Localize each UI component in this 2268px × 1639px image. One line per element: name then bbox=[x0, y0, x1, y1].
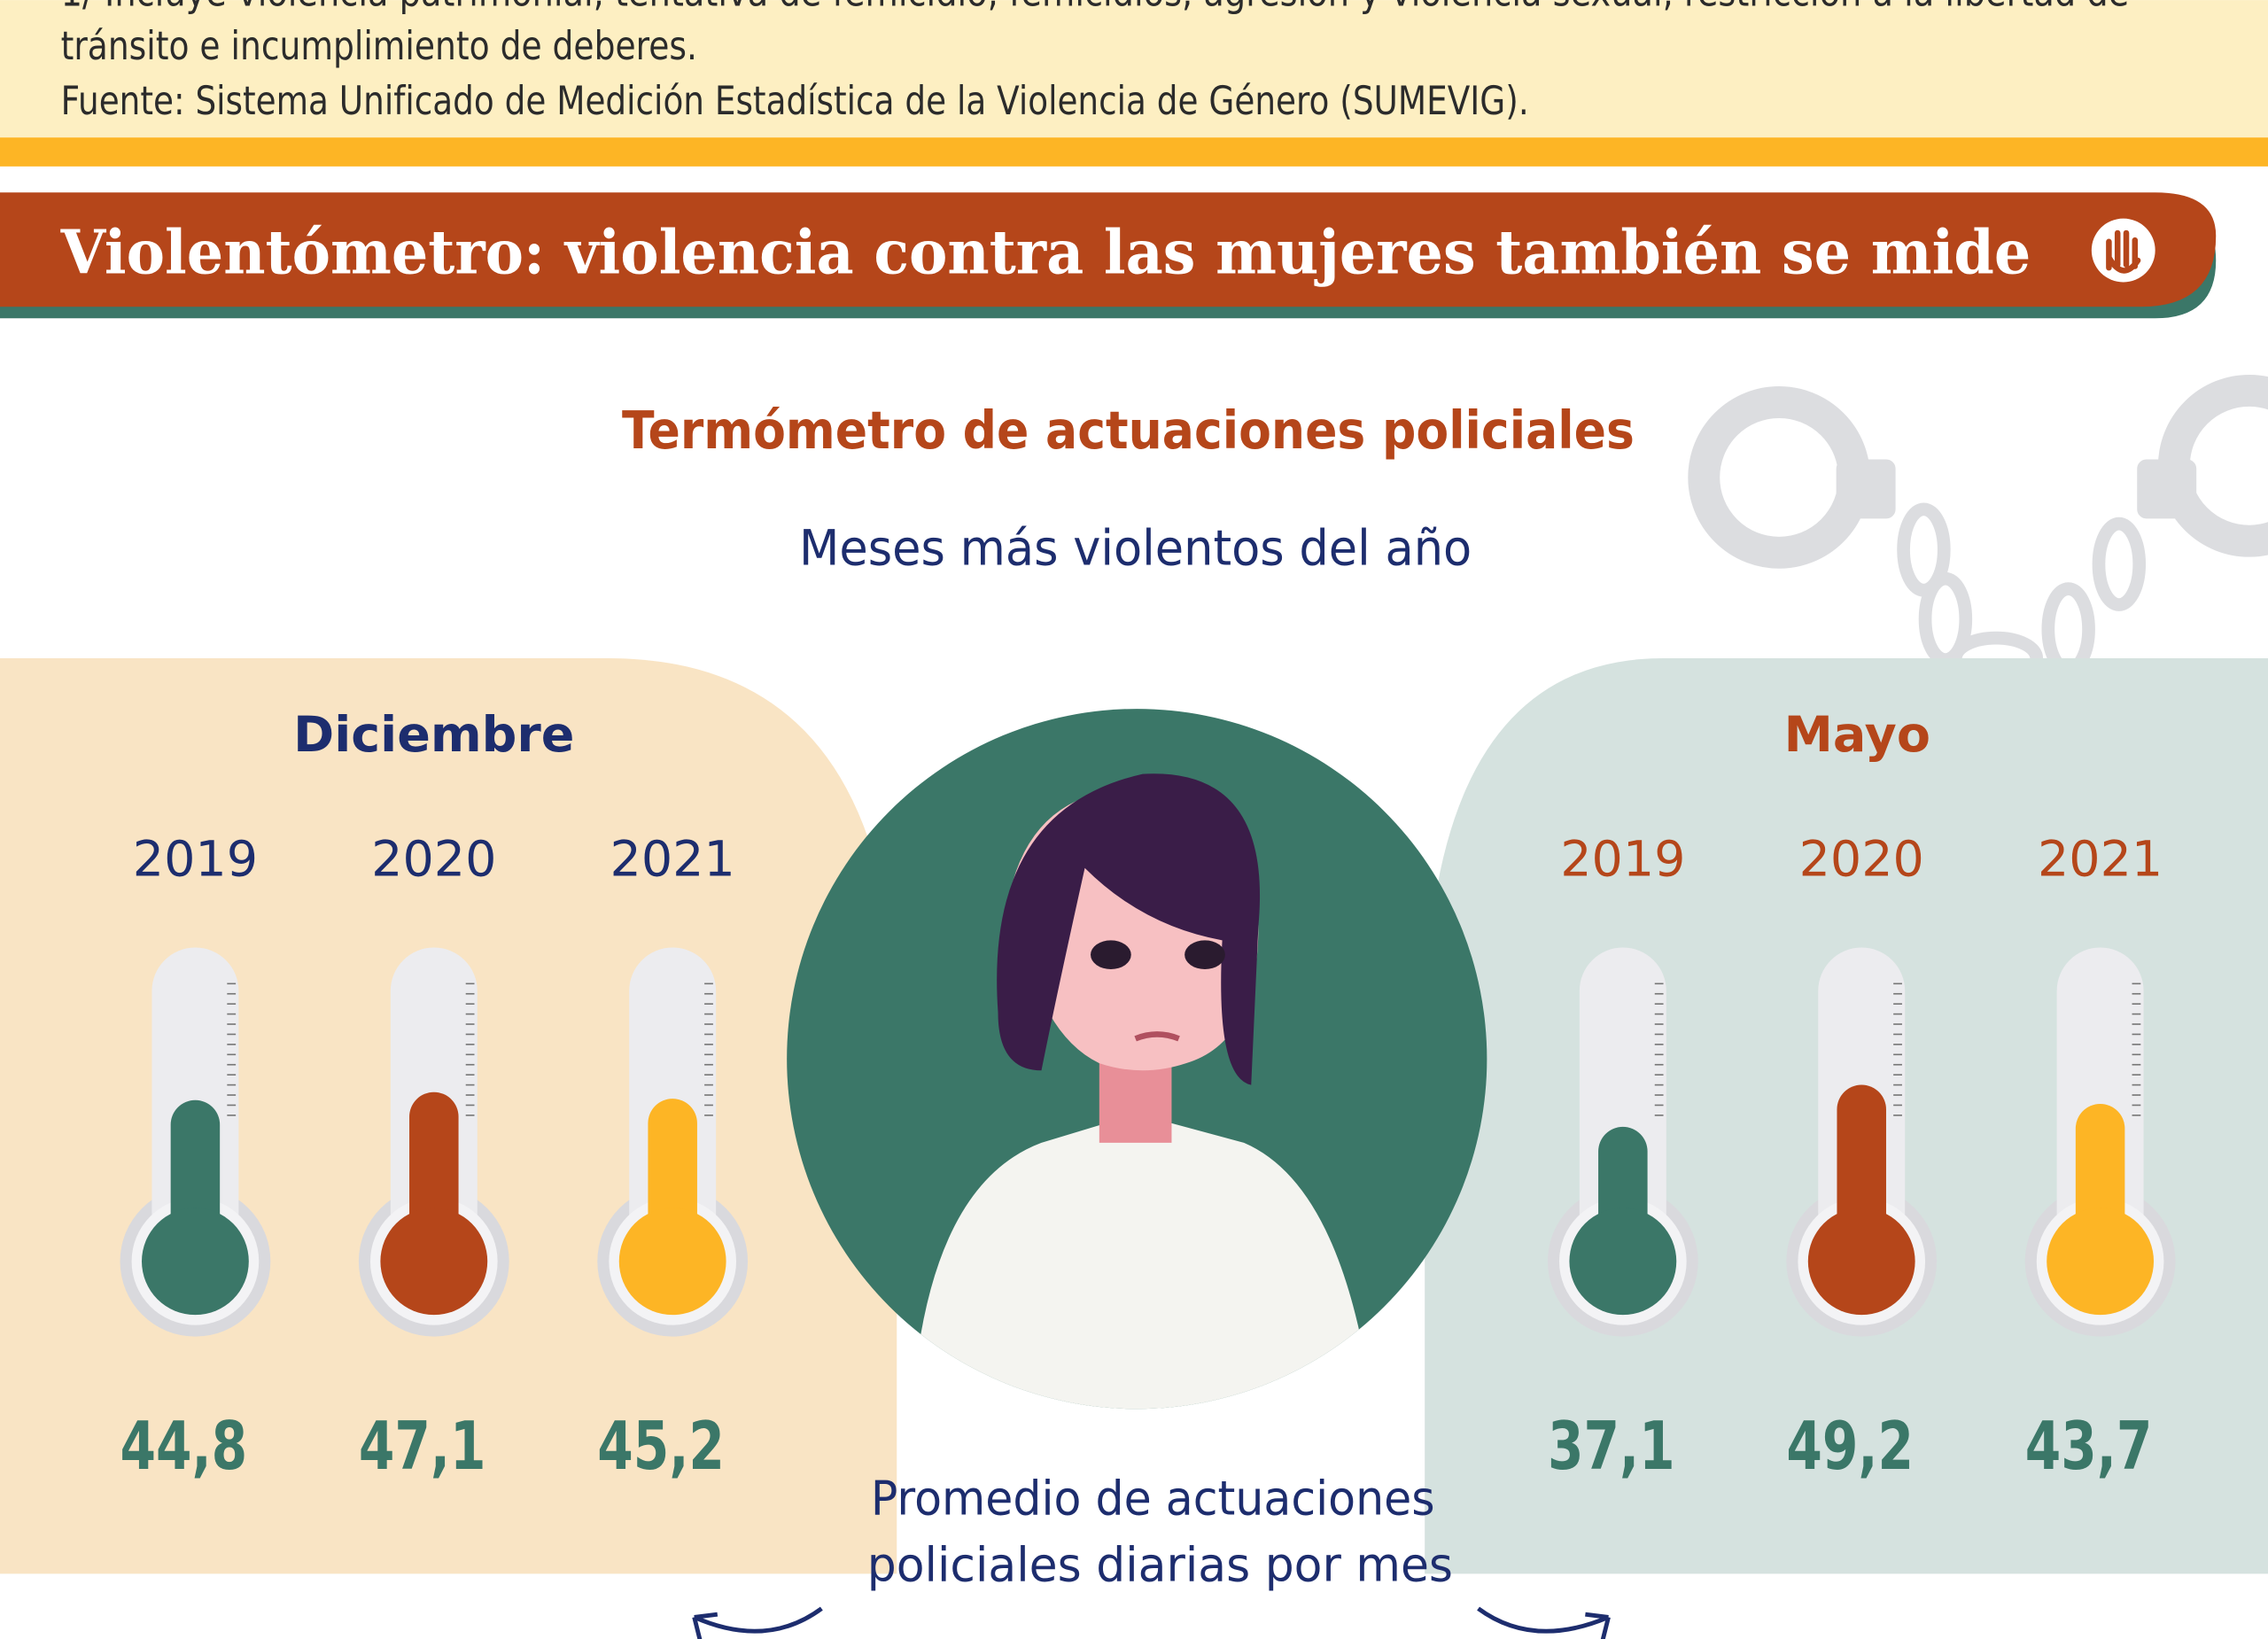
note-line: Fuente: Sistema Unificado de Medición Es… bbox=[61, 79, 1529, 124]
caption-line: policiales diarias por mes bbox=[867, 1537, 1453, 1593]
note-line: 1/ Incluye violencia patrimonial, tentat… bbox=[61, 0, 2130, 16]
value-label: 45,2 bbox=[597, 1407, 725, 1485]
value-label: 49,2 bbox=[1786, 1407, 1914, 1485]
caption-line: Promedio de actuaciones bbox=[871, 1470, 1435, 1526]
year-label: 2019 bbox=[133, 830, 258, 888]
month-label: Diciembre bbox=[293, 706, 574, 764]
month-label: Mayo bbox=[1784, 706, 1930, 764]
year-label: 2020 bbox=[371, 830, 496, 888]
note-line: tránsito e incumplimiento de deberes. bbox=[61, 24, 697, 69]
arrow bbox=[1479, 1609, 1609, 1639]
value-label: 37,1 bbox=[1548, 1407, 1675, 1485]
thermometer-fill-bulb bbox=[142, 1208, 249, 1315]
banner-title: Violentómetro: violencia contra las muje… bbox=[60, 218, 2031, 289]
thermometer-fill-bulb bbox=[2047, 1208, 2154, 1315]
thermometer-fill-bulb bbox=[1808, 1208, 1915, 1315]
heading: Termómetro de actuaciones policiales bbox=[622, 400, 1635, 461]
thermometer-fill-bulb bbox=[380, 1208, 487, 1315]
arrow bbox=[695, 1609, 822, 1639]
note-stripe bbox=[0, 137, 2268, 167]
value-label: 47,1 bbox=[359, 1407, 486, 1485]
year-label: 2021 bbox=[610, 830, 735, 888]
year-label: 2021 bbox=[2038, 830, 2163, 888]
value-label: 43,7 bbox=[2025, 1407, 2153, 1485]
thermometer-fill-bulb bbox=[1569, 1208, 1676, 1315]
subheading: Meses más violentos del año bbox=[799, 519, 1472, 577]
handcuffs bbox=[1704, 391, 2268, 679]
page: {"note": {"lines": ["1/ Incluye violenci… bbox=[0, 0, 2268, 1639]
infographic: 1/ Incluye violencia patrimonial, tentat… bbox=[0, 0, 2268, 1639]
thermometer-fill-bulb bbox=[619, 1208, 726, 1315]
year-label: 2019 bbox=[1560, 830, 1685, 888]
year-label: 2020 bbox=[1799, 830, 1924, 888]
value-label: 44,8 bbox=[120, 1407, 248, 1485]
